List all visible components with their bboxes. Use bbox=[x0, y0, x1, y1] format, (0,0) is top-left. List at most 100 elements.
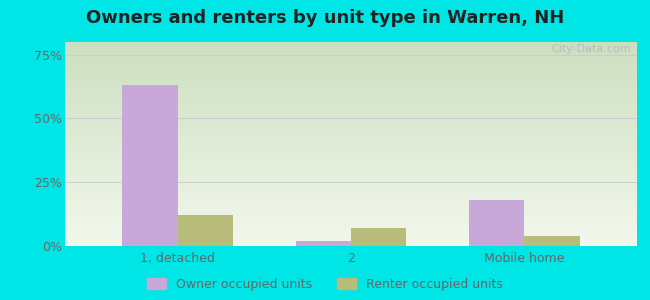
Bar bbox=[65, 242, 637, 243]
Bar bbox=[65, 180, 637, 181]
Bar bbox=[65, 58, 637, 59]
Bar bbox=[65, 70, 637, 72]
Bar bbox=[469, 200, 525, 246]
Bar bbox=[65, 189, 637, 190]
Bar bbox=[65, 83, 637, 84]
Bar bbox=[65, 100, 637, 101]
Legend: Owner occupied units, Renter occupied units: Owner occupied units, Renter occupied un… bbox=[148, 278, 502, 291]
Bar bbox=[65, 77, 637, 78]
Bar bbox=[65, 60, 637, 62]
Bar bbox=[65, 124, 637, 126]
Bar bbox=[65, 218, 637, 220]
Bar bbox=[65, 65, 637, 67]
Bar bbox=[65, 68, 637, 70]
Bar bbox=[65, 141, 637, 142]
Bar bbox=[65, 43, 637, 44]
Bar bbox=[65, 241, 637, 242]
Bar bbox=[65, 75, 637, 76]
Bar bbox=[65, 54, 637, 55]
Bar bbox=[65, 214, 637, 215]
Bar bbox=[65, 198, 637, 199]
Bar bbox=[65, 127, 637, 128]
Bar bbox=[351, 228, 406, 246]
Bar bbox=[65, 42, 637, 43]
Bar bbox=[65, 48, 637, 49]
Bar bbox=[65, 221, 637, 223]
Bar bbox=[65, 243, 637, 244]
Bar bbox=[65, 131, 637, 132]
Bar bbox=[65, 216, 637, 217]
Bar bbox=[65, 236, 637, 237]
Bar bbox=[65, 164, 637, 165]
Bar bbox=[65, 200, 637, 201]
Bar bbox=[65, 238, 637, 239]
Bar bbox=[65, 145, 637, 146]
Bar bbox=[65, 123, 637, 124]
Bar bbox=[177, 215, 233, 246]
Bar bbox=[65, 64, 637, 65]
Bar bbox=[65, 118, 637, 119]
Text: Owners and renters by unit type in Warren, NH: Owners and renters by unit type in Warre… bbox=[86, 9, 564, 27]
Bar bbox=[65, 234, 637, 235]
Bar bbox=[65, 237, 637, 238]
Bar bbox=[65, 179, 637, 180]
Bar bbox=[65, 129, 637, 130]
Bar bbox=[65, 188, 637, 189]
Bar bbox=[65, 138, 637, 139]
Bar bbox=[65, 158, 637, 159]
Bar bbox=[65, 62, 637, 63]
Bar bbox=[65, 50, 637, 51]
Bar bbox=[65, 144, 637, 145]
Bar bbox=[65, 90, 637, 91]
Bar bbox=[65, 226, 637, 228]
Bar bbox=[65, 209, 637, 210]
Bar bbox=[65, 84, 637, 85]
Bar bbox=[65, 45, 637, 46]
Bar bbox=[65, 126, 637, 127]
Bar bbox=[65, 95, 637, 96]
Bar bbox=[65, 122, 637, 123]
Bar bbox=[65, 197, 637, 198]
Bar bbox=[65, 187, 637, 188]
Bar bbox=[65, 245, 637, 246]
Bar bbox=[65, 148, 637, 149]
Bar bbox=[65, 161, 637, 162]
Bar bbox=[65, 87, 637, 88]
Bar bbox=[65, 167, 637, 169]
Bar bbox=[65, 203, 637, 204]
Bar bbox=[296, 241, 351, 246]
Bar bbox=[65, 80, 637, 81]
Bar bbox=[65, 105, 637, 106]
Bar bbox=[65, 86, 637, 87]
Text: City-Data.com: City-Data.com bbox=[552, 44, 631, 54]
Bar bbox=[65, 202, 637, 203]
Bar bbox=[65, 191, 637, 192]
Bar bbox=[65, 63, 637, 64]
Bar bbox=[65, 128, 637, 129]
Bar bbox=[65, 190, 637, 191]
Bar bbox=[65, 225, 637, 226]
Bar bbox=[65, 175, 637, 176]
Bar bbox=[65, 55, 637, 56]
Bar bbox=[65, 154, 637, 155]
Bar bbox=[65, 178, 637, 179]
Bar bbox=[65, 159, 637, 160]
Bar bbox=[65, 192, 637, 193]
Bar bbox=[65, 130, 637, 131]
Bar bbox=[65, 132, 637, 133]
Bar bbox=[65, 101, 637, 102]
Bar bbox=[65, 79, 637, 80]
Bar bbox=[65, 52, 637, 53]
Bar bbox=[65, 199, 637, 200]
Bar bbox=[65, 116, 637, 118]
Bar bbox=[65, 183, 637, 184]
Bar bbox=[65, 182, 637, 183]
Bar bbox=[65, 235, 637, 236]
Bar bbox=[65, 119, 637, 121]
Bar bbox=[65, 96, 637, 97]
Bar bbox=[65, 140, 637, 141]
Bar bbox=[65, 73, 637, 74]
Bar bbox=[65, 185, 637, 186]
Bar bbox=[65, 118, 637, 119]
Bar bbox=[65, 49, 637, 50]
